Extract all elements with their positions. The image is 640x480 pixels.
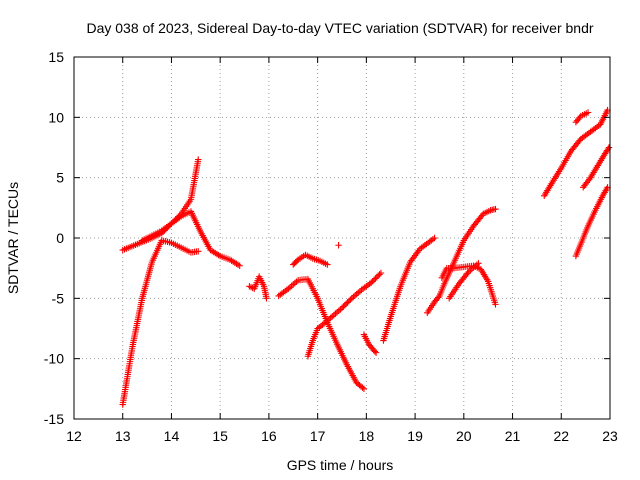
data-points <box>119 106 613 408</box>
series-arc-17 <box>580 144 613 191</box>
data-point <box>353 290 360 298</box>
data-point <box>368 279 375 286</box>
data-point <box>345 297 353 305</box>
data-point <box>475 260 482 267</box>
data-point <box>605 144 613 151</box>
x-axis-label: GPS time / hours <box>287 457 394 473</box>
series-arc-6 <box>290 251 331 268</box>
data-point <box>347 296 354 303</box>
data-point <box>377 269 385 277</box>
data-point <box>355 289 362 296</box>
chart-title: Day 038 of 2023, Sidereal Day-to-day VTE… <box>86 20 593 36</box>
data-point <box>576 137 583 144</box>
data-point <box>338 304 346 312</box>
x-tick-label: 14 <box>164 428 180 444</box>
series-arc-1 <box>119 156 202 254</box>
data-point <box>372 349 380 356</box>
data-point <box>330 311 338 319</box>
data-point <box>431 234 438 242</box>
data-point <box>435 294 442 301</box>
data-point <box>329 313 336 320</box>
data-point <box>341 302 348 309</box>
x-tick-label: 22 <box>553 428 569 444</box>
series-arc-11 <box>424 205 499 317</box>
x-tick-label: 16 <box>261 428 277 444</box>
data-point <box>290 281 297 288</box>
series-arc-15 <box>572 109 592 126</box>
series-arc-3 <box>139 208 243 269</box>
data-point <box>236 262 243 269</box>
data-point <box>492 205 499 213</box>
series-arc-4 <box>246 273 270 302</box>
y-axis-label: SDTVAR / TECUs <box>5 182 21 294</box>
x-tick-label: 19 <box>407 428 423 444</box>
data-point <box>372 275 379 282</box>
data-point <box>492 301 499 308</box>
y-tick-label: 5 <box>56 170 64 186</box>
y-tick-label: -5 <box>52 290 65 306</box>
x-tick-label: 13 <box>115 428 131 444</box>
data-point <box>371 348 379 355</box>
data-point <box>333 309 341 316</box>
series-arc-10 <box>380 234 438 344</box>
series-arc-2 <box>119 237 202 408</box>
y-tick-label: -15 <box>44 411 64 427</box>
x-tick-label: 18 <box>359 428 375 444</box>
series-arc-9 <box>360 331 380 356</box>
series-arc-7 <box>304 269 385 360</box>
data-point <box>195 156 202 163</box>
x-tick-label: 20 <box>456 428 472 444</box>
series-arc-16 <box>572 184 611 260</box>
data-point <box>195 248 202 255</box>
data-point <box>370 276 378 284</box>
series-arc-5 <box>275 275 368 393</box>
data-point <box>369 278 376 285</box>
x-tick-label: 12 <box>66 428 82 444</box>
y-tick-label: 15 <box>48 49 64 65</box>
series-arc-14 <box>541 106 611 199</box>
data-point <box>584 109 592 116</box>
data-point <box>332 310 339 317</box>
series-arc-8 <box>335 242 342 249</box>
data-point <box>340 303 347 310</box>
data-point <box>335 242 342 249</box>
data-point <box>263 295 270 302</box>
data-point <box>342 300 350 308</box>
y-tick-label: 0 <box>56 230 64 246</box>
data-point <box>344 299 351 306</box>
data-point <box>291 279 299 287</box>
data-point <box>374 272 382 279</box>
data-point <box>376 271 383 278</box>
x-tick-label: 23 <box>602 428 618 444</box>
data-point <box>360 385 368 393</box>
x-tick-label: 15 <box>212 428 228 444</box>
data-point <box>324 261 331 268</box>
y-tick-label: 10 <box>48 109 64 125</box>
axis-ticks: 12 13 14 15 16 17 18 19 20 21 22 23 -15 -10 -5 0 5 10 15 <box>44 49 618 444</box>
data-point <box>288 282 295 290</box>
data-point <box>351 292 359 299</box>
series-arc-13 <box>446 260 482 302</box>
data-point <box>335 307 342 315</box>
data-point <box>464 270 471 277</box>
y-tick-label: -10 <box>44 351 64 367</box>
data-point <box>293 278 300 285</box>
x-tick-label: 17 <box>310 428 326 444</box>
data-point <box>373 273 381 281</box>
data-point <box>359 384 366 391</box>
x-tick-label: 21 <box>505 428 521 444</box>
